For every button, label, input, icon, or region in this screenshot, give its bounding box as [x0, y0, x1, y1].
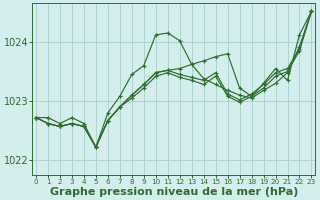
X-axis label: Graphe pression niveau de la mer (hPa): Graphe pression niveau de la mer (hPa)	[50, 187, 298, 197]
